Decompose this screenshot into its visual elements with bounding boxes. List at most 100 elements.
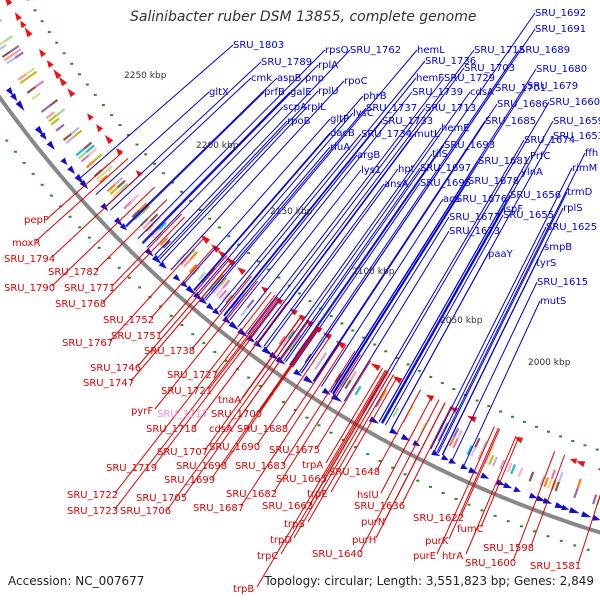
gene-label[interactable]: ylnA — [521, 167, 543, 178]
gene-label[interactable]: SRU_1729 — [444, 73, 495, 84]
gene-label[interactable]: fumC — [457, 524, 484, 535]
gene-label[interactable]: SRU_1751 — [111, 331, 162, 342]
gene-label[interactable]: SRU_1622 — [413, 513, 464, 524]
gene-label[interactable]: SRU_1782 — [48, 267, 99, 278]
gene-label[interactable]: hemE — [441, 123, 470, 134]
gene-label[interactable]: SRU_1752 — [103, 315, 154, 326]
gene-label[interactable]: htrA — [442, 551, 463, 562]
gene-label[interactable]: SRU_1681 — [478, 156, 529, 167]
gene-label[interactable]: SRU_1727 — [167, 370, 218, 381]
gene-label[interactable]: ffh — [585, 148, 598, 159]
gene-label[interactable]: SRU_1718 — [146, 424, 197, 435]
gene-label[interactable]: SRU_1600 — [465, 558, 516, 569]
gene-label[interactable]: SRU_1746 — [90, 363, 141, 374]
gene-label[interactable]: SRU_1719 — [106, 463, 157, 474]
gene-label[interactable]: rluA — [330, 142, 350, 153]
gene-label[interactable]: SRU_1768 — [55, 299, 106, 310]
gene-label[interactable]: SRU_1703 — [464, 63, 515, 74]
gene-label[interactable]: rpoC — [344, 76, 368, 87]
gene-label[interactable]: purN — [361, 517, 385, 528]
gene-label[interactable]: hpt — [398, 164, 415, 175]
gene-label[interactable]: SRU_1682 — [226, 489, 277, 500]
gene-label[interactable]: SRU_1693 — [444, 140, 495, 151]
gene-label[interactable]: SRU_1713 — [425, 103, 476, 114]
gene-label[interactable]: trpC — [257, 551, 278, 562]
gene-label[interactable]: aspB — [277, 73, 302, 84]
gene-label[interactable]: trpB — [233, 584, 254, 595]
gene-label[interactable]: trpA — [302, 460, 323, 471]
gene-label[interactable]: SRU_1767 — [62, 338, 113, 349]
gene-label[interactable]: SRU_1678 — [468, 176, 519, 187]
gene-label[interactable]: hslU — [357, 490, 379, 501]
gene-label[interactable]: SRU_1691 — [535, 24, 586, 35]
gene-label[interactable]: SRU_1736 — [425, 56, 476, 67]
gene-label[interactable]: trpE — [307, 489, 328, 500]
gene-label[interactable]: SRU_1771 — [64, 283, 115, 294]
gene-label[interactable]: SRU_1673 — [449, 226, 500, 237]
gene-label[interactable]: SRU_1695 — [420, 178, 471, 189]
gene-label[interactable]: SRU_1789 — [261, 57, 312, 68]
gene-label[interactable]: SRU_1689 — [519, 45, 570, 56]
gene-label[interactable]: SRU_1700 — [211, 409, 262, 420]
gene-label[interactable]: SRU_1794 — [4, 254, 55, 265]
gene-label[interactable]: SRU_1615 — [537, 277, 588, 288]
gene-label[interactable]: SRU_1640 — [312, 549, 363, 560]
gene-label[interactable]: purH — [352, 535, 376, 546]
gene-label[interactable]: SRU_1715 — [474, 45, 525, 56]
gene-label[interactable]: cmk — [251, 73, 272, 84]
gene-label[interactable]: SRU_1738 — [144, 346, 195, 357]
gene-label[interactable]: SRU_1674 — [524, 135, 575, 146]
gene-label[interactable]: pyrF — [131, 406, 153, 417]
gene-label[interactable]: SRU_1653 — [553, 131, 600, 142]
gene-label[interactable]: SRU_1733 — [382, 116, 433, 127]
gene-label[interactable]: SRU_1686 — [497, 99, 548, 110]
gene-label[interactable]: paaY — [488, 249, 514, 260]
gene-label[interactable]: SRU_1698 — [176, 461, 227, 472]
gene-label[interactable]: SRU_1676 — [456, 194, 507, 205]
gene-label[interactable]: SRU_1688 — [237, 424, 288, 435]
gene-label[interactable]: SRU_1697 — [420, 163, 471, 174]
gene-label[interactable]: SRU_1721 — [161, 386, 212, 397]
gene-label[interactable]: SRU_1663 — [262, 501, 313, 512]
gene-label[interactable]: SRU_1699 — [164, 475, 215, 486]
gene-label[interactable]: SRU_1692 — [535, 8, 586, 19]
gene-label[interactable]: hemL — [417, 45, 445, 56]
gene-label[interactable]: SRU_1717 — [157, 409, 208, 420]
gene-label[interactable]: SRU_1803 — [233, 40, 284, 51]
gene-label[interactable]: lysC — [353, 108, 374, 119]
gene-label[interactable]: SRU_1648 — [329, 467, 380, 478]
gene-label[interactable]: mutL — [414, 129, 440, 140]
gene-label[interactable]: tyrS — [536, 258, 556, 269]
gene-label[interactable]: SRU_1734 — [361, 129, 412, 140]
gene-label[interactable]: SRU_1737 — [366, 103, 417, 114]
gene-label[interactable]: hemF — [416, 73, 444, 84]
gene-label[interactable]: purK — [425, 536, 449, 547]
gene-label[interactable]: SRU_1685 — [485, 116, 536, 127]
gene-label[interactable]: SRU_1675 — [269, 445, 320, 456]
gene-label[interactable]: SRU_1739 — [412, 87, 463, 98]
gene-label[interactable]: tnaA — [218, 395, 241, 406]
gene-label[interactable]: SRU_1706 — [120, 506, 171, 517]
gene-label[interactable]: dacB — [330, 128, 355, 139]
gene-label[interactable]: cdsA — [470, 87, 494, 98]
gene-label[interactable]: argB — [357, 150, 380, 161]
gene-label[interactable]: cdsA — [209, 424, 233, 435]
gene-label[interactable]: ansA — [384, 179, 409, 190]
gene-label[interactable]: rimM — [572, 163, 597, 174]
gene-label[interactable]: SRU_1665 — [276, 474, 327, 485]
gene-label[interactable]: SRU_1687 — [193, 503, 244, 514]
gene-label[interactable]: SRU_1598 — [483, 543, 534, 554]
gene-label[interactable]: SRU_1707 — [157, 447, 208, 458]
gene-label[interactable]: trpD — [270, 535, 292, 546]
gene-label[interactable]: SRU_1581 — [530, 561, 581, 572]
gene-label[interactable]: rplA — [318, 60, 338, 71]
gene-label[interactable]: ispF — [503, 204, 523, 215]
gene-label[interactable]: SRU_1747 — [83, 378, 134, 389]
gene-label[interactable]: SRU_1680 — [536, 64, 587, 75]
gene-label[interactable]: gltP — [330, 114, 349, 125]
gene-label[interactable]: gltX — [209, 87, 229, 98]
gene-label[interactable]: tilS — [432, 149, 448, 160]
gene-label[interactable]: SRU_1705 — [136, 493, 187, 504]
gene-label[interactable]: rpsO — [325, 45, 349, 56]
